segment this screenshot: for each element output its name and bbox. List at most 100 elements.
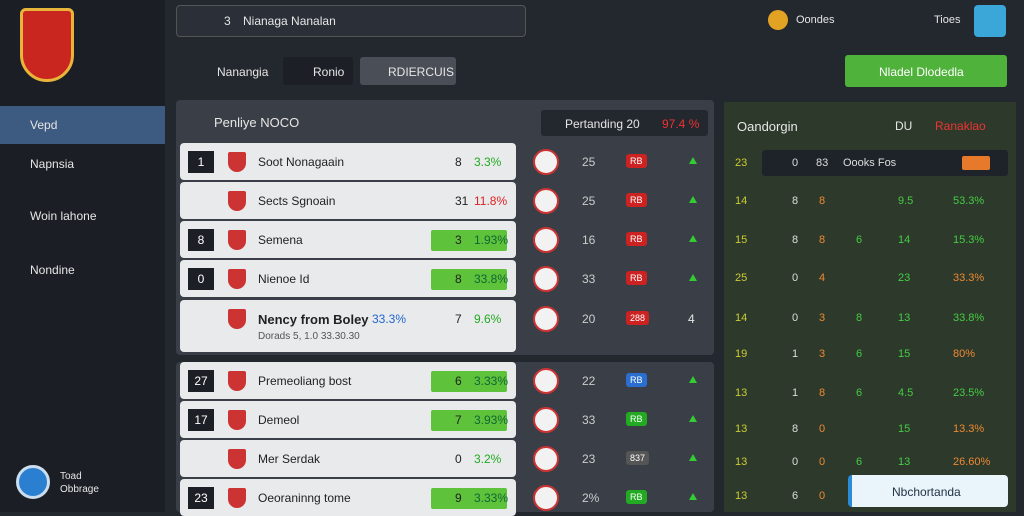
cell: 8 [819, 195, 826, 207]
footer-label: Toad [60, 471, 82, 482]
cell: 23 [898, 272, 911, 284]
cell: 8 [792, 423, 799, 435]
team-name: Nienoe Id [258, 272, 310, 286]
trend [689, 274, 697, 281]
nav-item[interactable]: Vepd [30, 118, 58, 132]
team-name: Nency from Boley [258, 312, 369, 327]
icon [533, 407, 559, 433]
coins[interactable]: Oondes [796, 14, 835, 26]
pct: 3.33% [474, 374, 509, 388]
nav-item[interactable]: Woin lahone [30, 209, 97, 223]
trend [689, 235, 697, 242]
team-name: Semena [258, 233, 303, 247]
user[interactable]: Tioes [934, 14, 961, 26]
cell: 8 [856, 312, 863, 324]
col-head: Ranaklao [935, 119, 986, 133]
team-logo [228, 269, 246, 289]
filter[interactable]: Pertanding 20 [565, 117, 640, 131]
pct: 3.93% [474, 413, 509, 427]
club-logo [20, 8, 74, 82]
cell: 4.5 [898, 387, 914, 399]
head-cell: 83 [816, 157, 829, 169]
head-badge [962, 156, 990, 170]
value: 25 [582, 194, 596, 208]
rank: 1 [188, 151, 214, 173]
value: 16 [582, 233, 596, 247]
team-name: Premeoliang bost [258, 374, 352, 388]
cell: 6 [856, 456, 863, 468]
cell: 13 [735, 387, 748, 399]
col-head: DU [895, 119, 913, 133]
cell: 0 [792, 456, 799, 468]
value: 22 [582, 374, 596, 388]
cell: 0 [792, 312, 799, 324]
cell: 14 [898, 234, 911, 246]
score: 31 [455, 194, 469, 208]
cell: 53.3% [953, 195, 985, 207]
pct: 3.2% [474, 452, 502, 466]
nav-item[interactable]: Napnsia [30, 157, 75, 171]
cell: 13.3% [953, 423, 985, 435]
badge: 837 [626, 451, 650, 465]
nav-item[interactable]: Nondine [30, 263, 75, 277]
coin-icon [768, 10, 788, 30]
cell: 1 [792, 348, 799, 360]
cell: 0 [819, 456, 826, 468]
team-name: Soot Nonagaain [258, 155, 345, 169]
icon [533, 485, 559, 511]
cell: 8 [792, 234, 799, 246]
head-cell: Oooks Fos [843, 157, 897, 169]
pct: 3.33% [474, 491, 509, 505]
rank: 23 [188, 487, 214, 509]
tab[interactable]: Ronio [283, 57, 353, 85]
icon [533, 446, 559, 472]
team-logo [228, 152, 246, 172]
tag: 33.3% [372, 312, 407, 326]
score: 8 [455, 155, 462, 169]
cell: 8 [792, 195, 799, 207]
team-logo [228, 191, 246, 211]
rank: 0 [188, 268, 214, 290]
cell: 23.5% [953, 387, 985, 399]
badge: 288 [626, 311, 650, 325]
filter-box [541, 110, 708, 136]
badge: RB [626, 412, 647, 426]
icon [533, 188, 559, 214]
cell: 0 [819, 423, 826, 435]
value: 33 [582, 272, 596, 286]
pct: 1.93% [474, 233, 509, 247]
cell: 1 [792, 387, 799, 399]
cell: 6 [856, 348, 863, 360]
cell: 6 [856, 387, 863, 399]
cell: 4 [819, 272, 826, 284]
team-name: Mer Serdak [258, 452, 321, 466]
badge: RB [626, 154, 647, 168]
toast[interactable]: Nbchortanda [848, 475, 1008, 507]
pct: 11.8% [474, 194, 508, 208]
team-name: Demeol [258, 413, 300, 427]
value: 2% [582, 491, 600, 505]
search-box[interactable] [176, 5, 526, 37]
cell: 80% [953, 348, 976, 360]
head-cell: 0 [792, 157, 799, 169]
cell: 19 [735, 348, 748, 360]
cell: 0 [819, 490, 826, 502]
badge: RB [626, 271, 647, 285]
rank: 27 [188, 370, 214, 392]
filter-value: 97.4 % [662, 117, 700, 131]
extra: 4 [688, 312, 695, 326]
cell: 26.60% [953, 456, 991, 468]
cell: 15 [898, 348, 911, 360]
trend [689, 415, 697, 422]
icon [533, 306, 559, 332]
head-cell: 23 [735, 157, 748, 169]
tab[interactable]: RDIERCUIS [360, 57, 456, 85]
cell: 8 [819, 234, 826, 246]
action-button[interactable]: Nladel Dlodedla [845, 55, 1007, 87]
team-name: Sects Sgnoain [258, 194, 336, 208]
badge: RB [626, 232, 647, 246]
sidebar [0, 0, 165, 512]
cell: 0 [792, 272, 799, 284]
cell: 13 [735, 490, 748, 502]
cell: 8 [819, 387, 826, 399]
